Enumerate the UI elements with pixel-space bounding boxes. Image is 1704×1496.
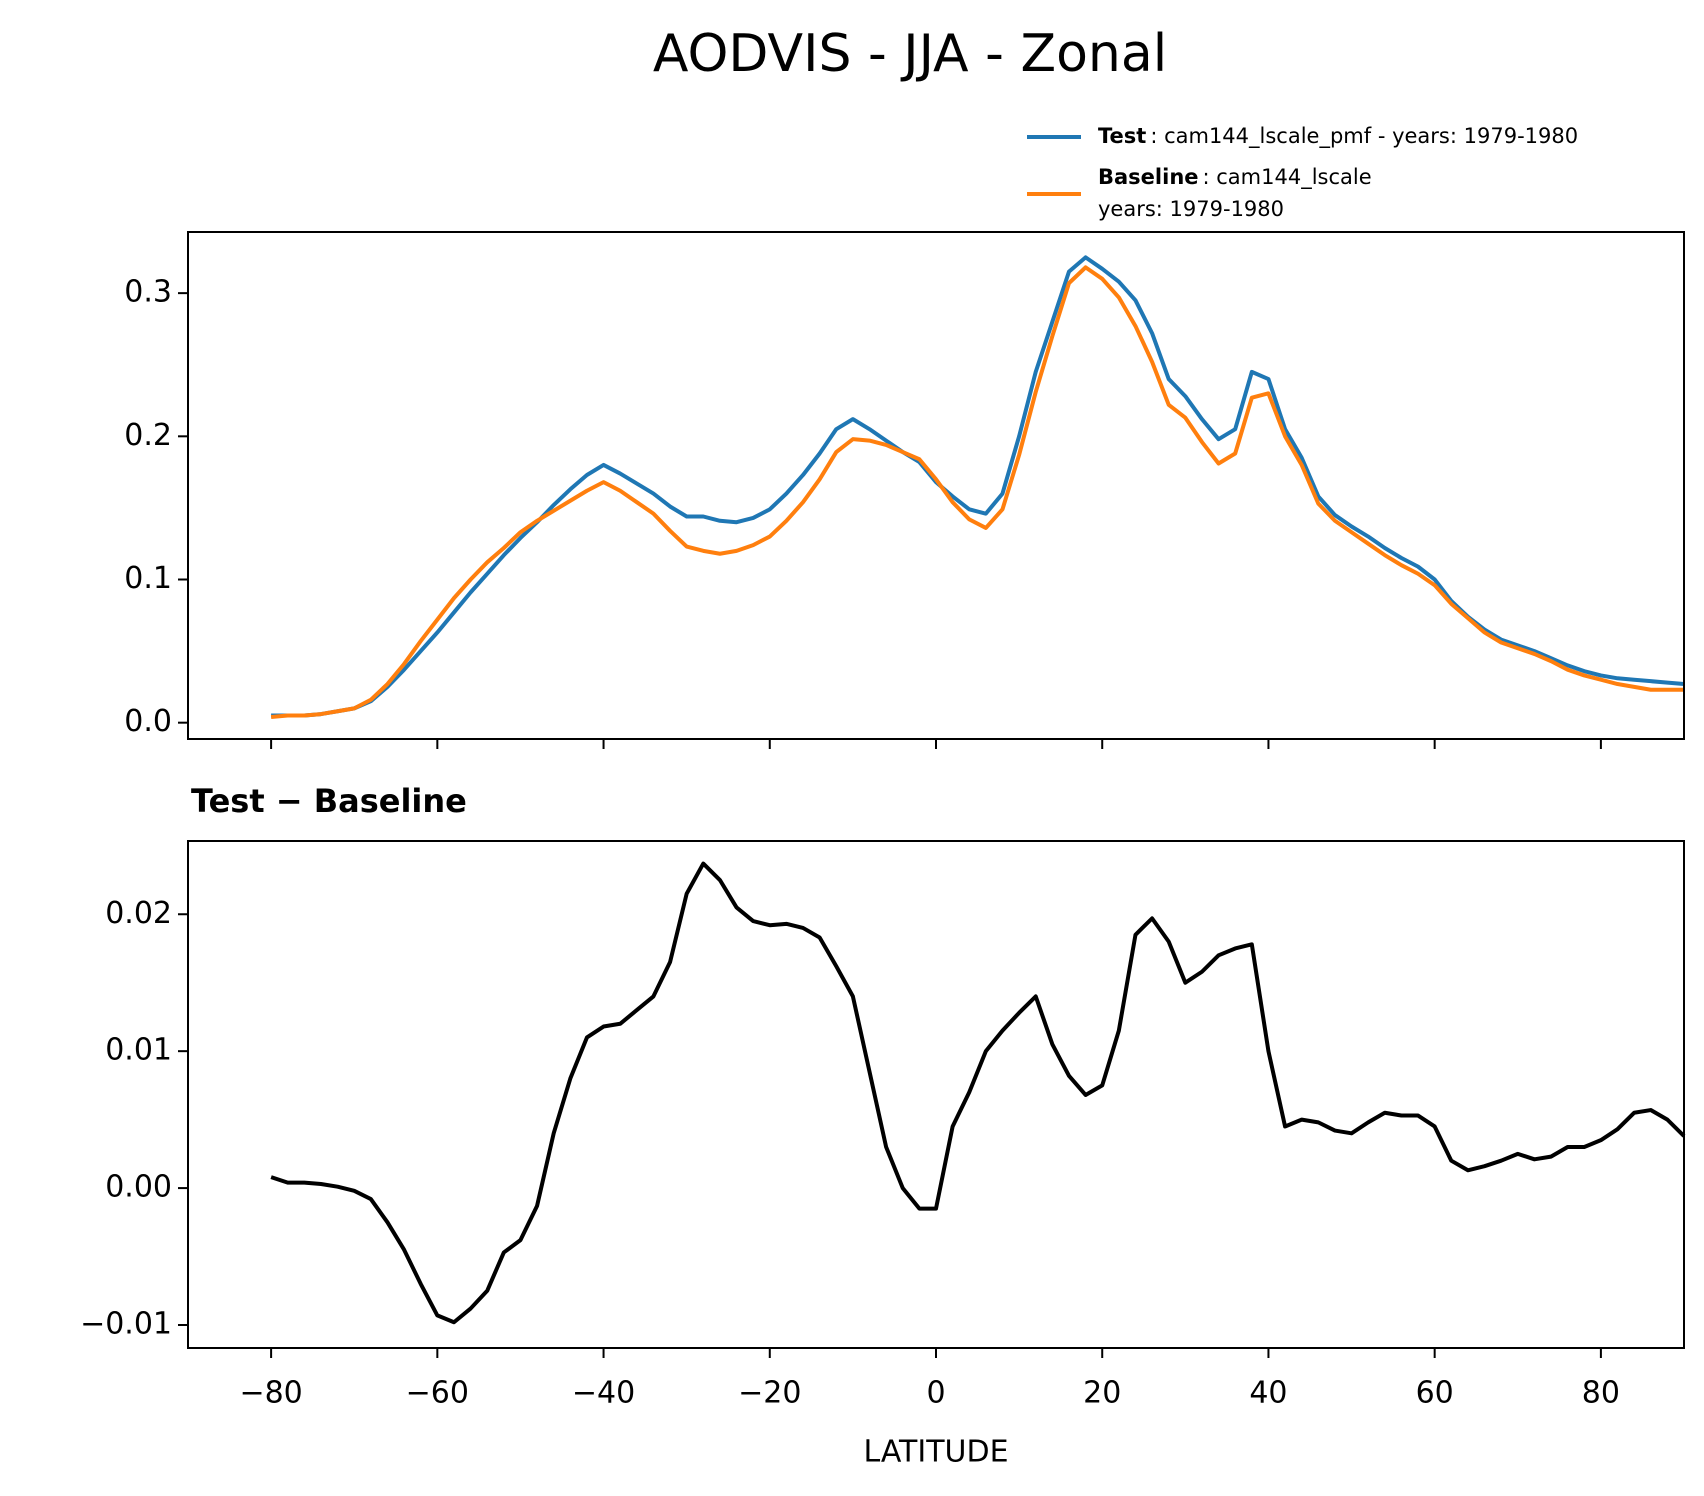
x-tick-label: 80	[1582, 1376, 1620, 1411]
data-line	[270, 861, 1686, 1325]
legend-text: years: 1979-1980	[1098, 197, 1284, 221]
figure-title: AODVIS - JJA - Zonal	[653, 24, 1167, 84]
y-tick-label: −0.01	[80, 1306, 172, 1341]
legend-text: : cam144_lscale	[1203, 165, 1372, 190]
legend-name: Baseline	[1098, 165, 1199, 189]
x-tick-label: 60	[1416, 1376, 1454, 1411]
y-tick-label: 0.02	[105, 896, 172, 931]
subplot-title: Test − Baseline	[191, 782, 467, 820]
x-tick-label: −20	[738, 1376, 801, 1411]
y-tick-label: 0.00	[105, 1170, 172, 1205]
y-tick-label: 0.1	[124, 561, 172, 596]
legend-name: Test	[1098, 124, 1146, 148]
y-tick-label: 0.0	[124, 704, 172, 739]
x-tick-label: −40	[572, 1376, 635, 1411]
x-tick-label: 0	[926, 1376, 945, 1411]
x-tick-label: 40	[1249, 1376, 1287, 1411]
y-tick-label: 0.01	[105, 1033, 172, 1068]
y-tick-label: 0.2	[124, 418, 172, 453]
x-tick-label: −80	[239, 1376, 302, 1411]
plot-frame	[187, 840, 1685, 1349]
data-line	[271, 255, 1685, 718]
legend-text: : cam144_lscale_pmf - years: 1979-1980	[1150, 124, 1578, 149]
x-axis-label: LATITUDE	[863, 1435, 1008, 1470]
x-tick-label: 20	[1083, 1376, 1121, 1411]
data-line	[270, 265, 1684, 719]
y-tick-label: 0.3	[124, 275, 172, 310]
x-tick-label: −60	[406, 1376, 469, 1411]
plot-frame	[187, 231, 1685, 740]
